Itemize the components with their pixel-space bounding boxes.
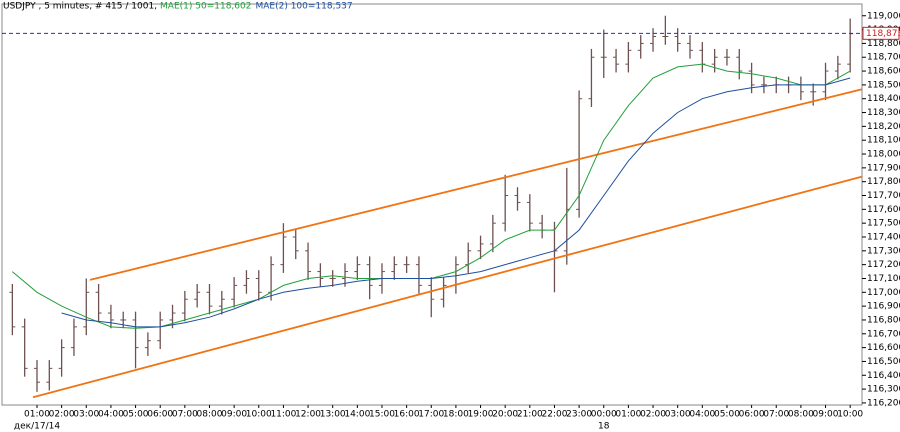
- channel-line: [32, 175, 863, 399]
- x-tick-label: 04:00: [689, 410, 715, 420]
- x-tick-label: 17:00: [418, 410, 444, 420]
- channel-line: [89, 88, 863, 281]
- x-tick-label: 14:00: [344, 410, 370, 420]
- x-tick-label: 04:00: [98, 410, 124, 420]
- y-tick-label: 117,100: [867, 274, 900, 284]
- legend-entry: MAE(1) 50=118,602: [160, 2, 251, 12]
- y-tick-label: 118,300: [867, 108, 900, 118]
- x-tick-label: 08:00: [197, 410, 223, 420]
- date-label: дек/17/14: [14, 422, 60, 432]
- y-tick-label: 117,000: [867, 288, 900, 298]
- y-tick-label: 116,200: [867, 398, 900, 408]
- moving-average: [61, 77, 851, 328]
- y-tick-label: 116,800: [867, 315, 900, 325]
- y-tick-label: 118,200: [867, 122, 900, 132]
- x-tick-label: 11:00: [270, 410, 296, 420]
- y-tick-label: 116,300: [867, 385, 900, 395]
- x-tick-label: 16:00: [394, 410, 420, 420]
- x-tick-label: 01:00: [615, 410, 641, 420]
- y-tick-label: 118,700: [867, 53, 900, 63]
- y-tick-label: 117,600: [867, 205, 900, 215]
- x-tick-label: 15:00: [369, 410, 395, 420]
- x-tick-label: 09:00: [221, 410, 247, 420]
- x-tick-label: 07:00: [763, 410, 789, 420]
- x-tick-label: 06:00: [739, 410, 765, 420]
- y-tick-label: 119,000: [867, 11, 900, 21]
- price-label-box: [862, 26, 900, 40]
- x-tick-label: 22:00: [542, 410, 568, 420]
- x-tick-label: 05:00: [123, 410, 149, 420]
- y-tick-label: 117,900: [867, 163, 900, 173]
- y-tick-label: 118,400: [867, 94, 900, 104]
- x-tick-label: 23:00: [566, 410, 592, 420]
- x-tick-label: 13:00: [320, 410, 346, 420]
- y-tick-label: 117,400: [867, 232, 900, 242]
- y-tick-label: 118,600: [867, 67, 900, 77]
- x-tick-label: 10:00: [837, 410, 863, 420]
- x-tick-label: 03:00: [73, 410, 99, 420]
- date-label: 18: [598, 422, 610, 432]
- x-tick-label: 00:00: [591, 410, 617, 420]
- x-tick-label: 10:00: [246, 410, 272, 420]
- x-tick-label: 20:00: [492, 410, 518, 420]
- y-tick-label: 117,700: [867, 191, 900, 201]
- x-tick-label: 06:00: [147, 410, 173, 420]
- x-tick-label: 12:00: [295, 410, 321, 420]
- x-tick-label: 21:00: [517, 410, 543, 420]
- y-tick-label: 116,400: [867, 371, 900, 381]
- x-tick-label: 02:00: [49, 410, 75, 420]
- x-tick-label: 02:00: [640, 410, 666, 420]
- y-tick-label: 118,800: [867, 39, 900, 49]
- x-tick-label: 07:00: [172, 410, 198, 420]
- y-tick-label: 117,800: [867, 177, 900, 187]
- y-tick-label: 116,700: [867, 329, 900, 339]
- y-tick-label: 118,500: [867, 80, 900, 90]
- plot-frame: [1, 3, 863, 406]
- chart-title: USDJPY , 5 minutes, # 415 / 1001,: [3, 2, 157, 12]
- x-tick-label: 05:00: [714, 410, 740, 420]
- x-tick-label: 08:00: [788, 410, 814, 420]
- x-tick-label: 09:00: [813, 410, 839, 420]
- y-tick-label: 117,200: [867, 260, 900, 270]
- legend-entry: MAE(2) 100=118,537: [255, 2, 352, 12]
- y-tick-label: 116,900: [867, 302, 900, 312]
- y-tick-label: 116,500: [867, 357, 900, 367]
- x-tick-label: 19:00: [468, 410, 494, 420]
- y-tick-label: 117,500: [867, 219, 900, 229]
- price-label: 118,873: [866, 29, 900, 39]
- x-tick-label: 18:00: [443, 410, 469, 420]
- x-tick-label: 03:00: [665, 410, 691, 420]
- y-tick-label: 118,100: [867, 136, 900, 146]
- y-tick-label: 117,300: [867, 246, 900, 256]
- y-tick-label: 116,600: [867, 343, 900, 353]
- x-tick-label: 01:00: [24, 410, 50, 420]
- y-tick-label: 118,000: [867, 150, 900, 160]
